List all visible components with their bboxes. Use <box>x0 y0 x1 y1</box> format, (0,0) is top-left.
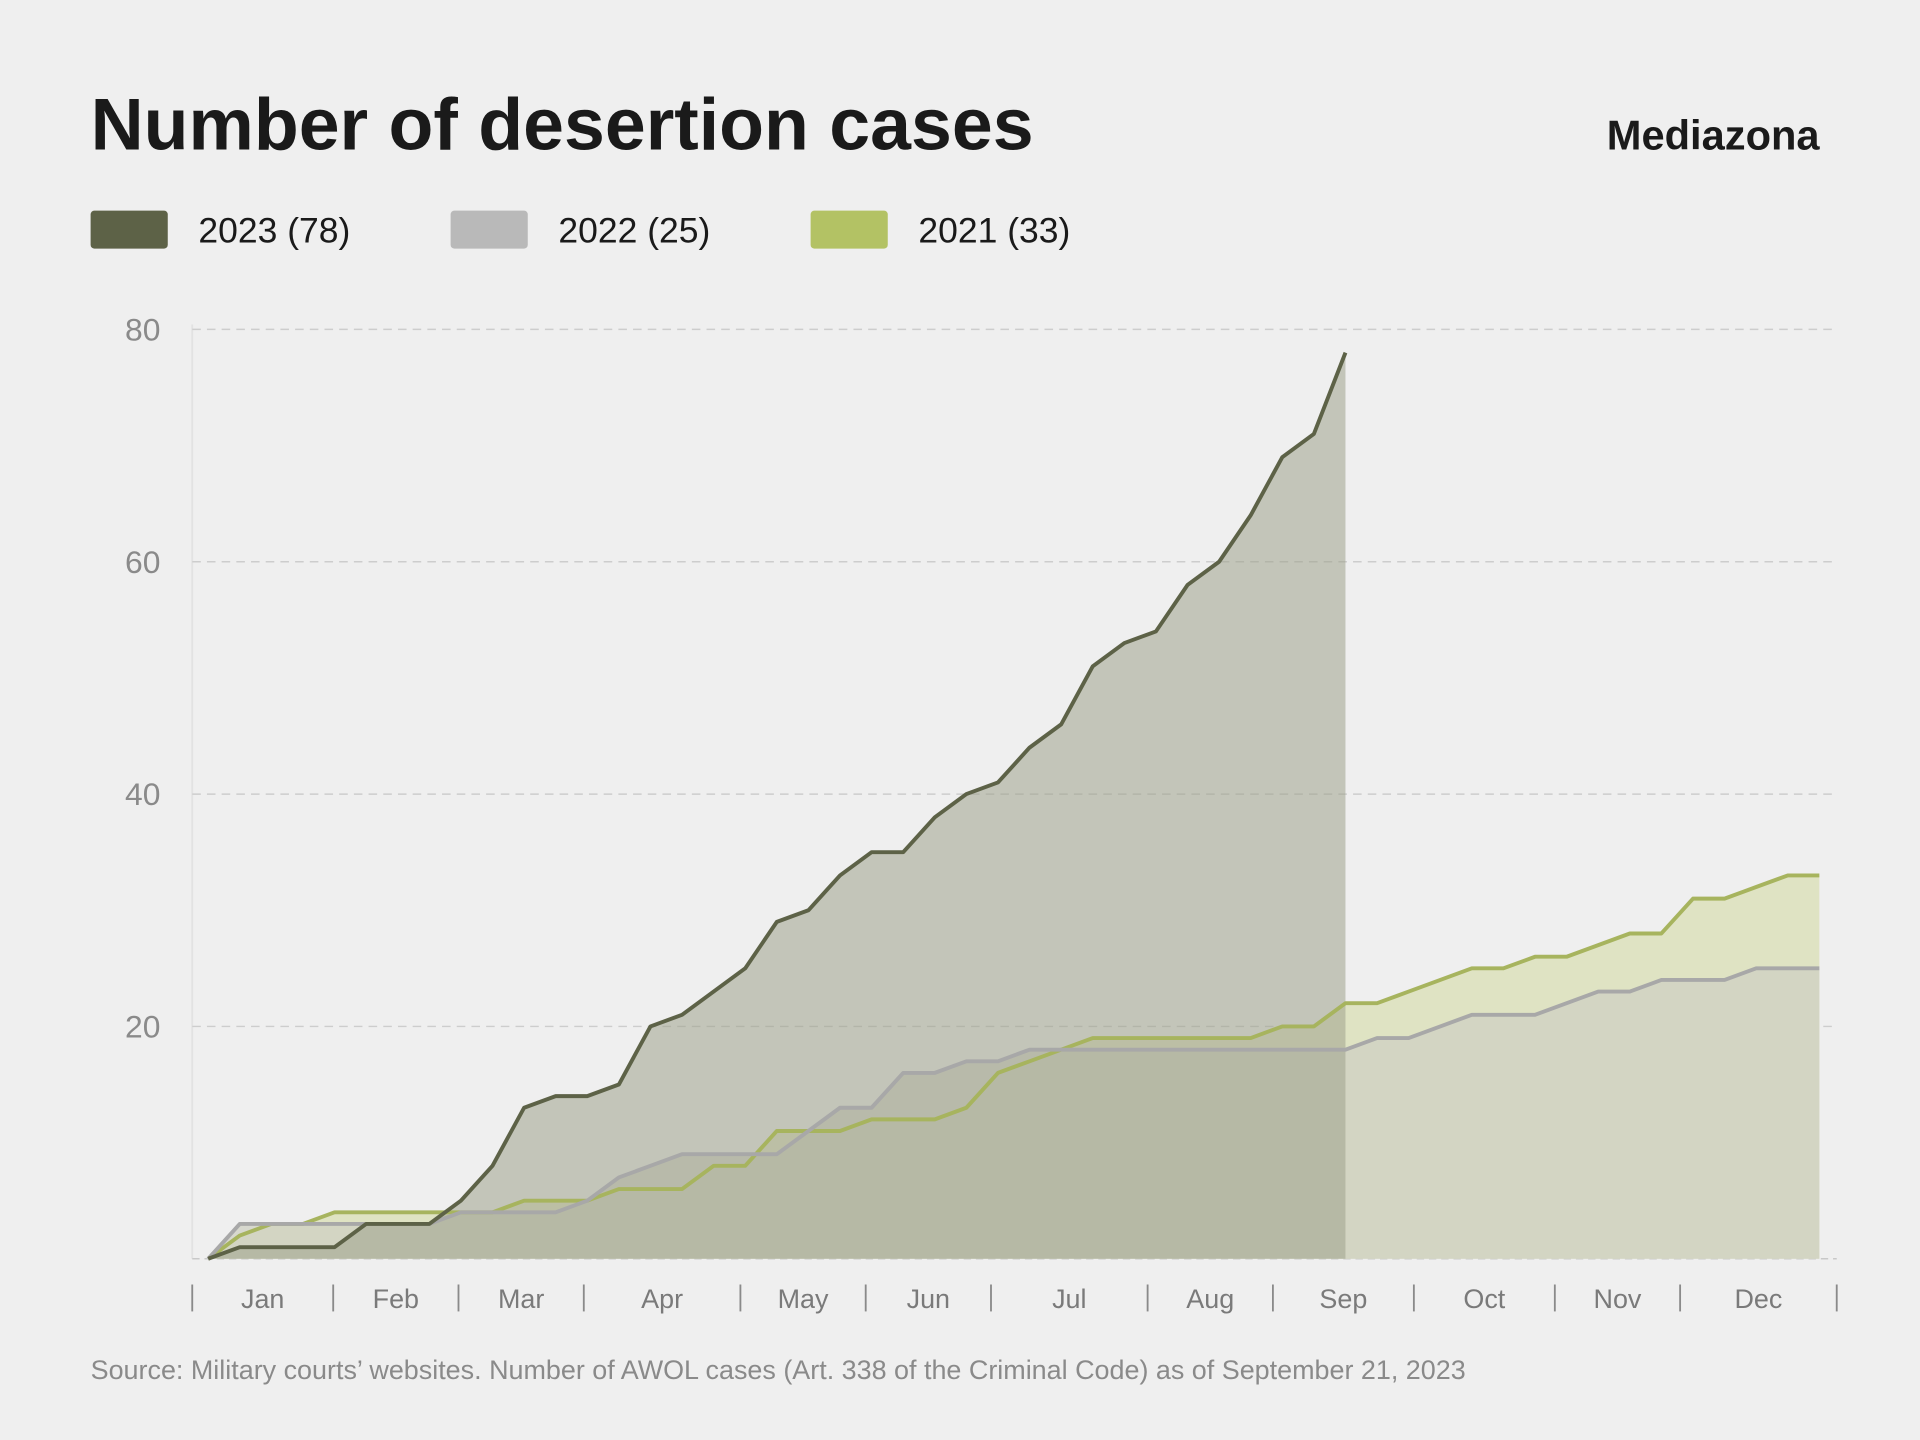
legend-swatch <box>90 210 168 249</box>
x-tick-label: Mar <box>498 1284 544 1314</box>
x-tick-label: Oct <box>1463 1284 1505 1314</box>
legend-swatch <box>450 210 528 249</box>
x-tick-label: May <box>778 1284 829 1314</box>
x-tick-label: Dec <box>1734 1284 1782 1314</box>
areas <box>208 352 1820 1259</box>
x-axis: Jan Feb Mar Apr May Jun Jul Aug Sep Oct Nov Dec <box>191 1284 1838 1314</box>
legend-label: 2022 (25) <box>558 210 710 250</box>
y-tick-label: 80 <box>125 311 160 347</box>
area-2023 <box>208 352 1346 1259</box>
x-tick-label: Jun <box>907 1284 950 1314</box>
line-2022 <box>206 966 1820 1261</box>
lines <box>206 351 1820 1261</box>
legend: 2023 (78) 2022 (25) 2021 (33) <box>90 210 1070 250</box>
legend-swatch <box>810 210 888 249</box>
source-note: Source: Military courts’ websites. Numbe… <box>91 1355 1466 1385</box>
brand-logo: Mediazona <box>1607 111 1821 158</box>
x-tick-label: Apr <box>641 1284 683 1314</box>
x-tick-label: Feb <box>373 1284 419 1314</box>
y-tick-label: 20 <box>125 1008 160 1044</box>
y-tick-label: 40 <box>125 776 160 812</box>
legend-label: 2021 (33) <box>918 210 1070 250</box>
chart-title: Number of desertion cases <box>91 82 1034 165</box>
legend-label: 2023 (78) <box>198 210 350 250</box>
x-tick-label: Nov <box>1594 1284 1642 1314</box>
x-tick-label: Jan <box>241 1284 284 1314</box>
x-tick-label: Sep <box>1319 1284 1367 1314</box>
x-tick-label: Aug <box>1186 1284 1234 1314</box>
x-tick-label: Jul <box>1052 1284 1086 1314</box>
y-tick-label: 60 <box>125 544 160 580</box>
